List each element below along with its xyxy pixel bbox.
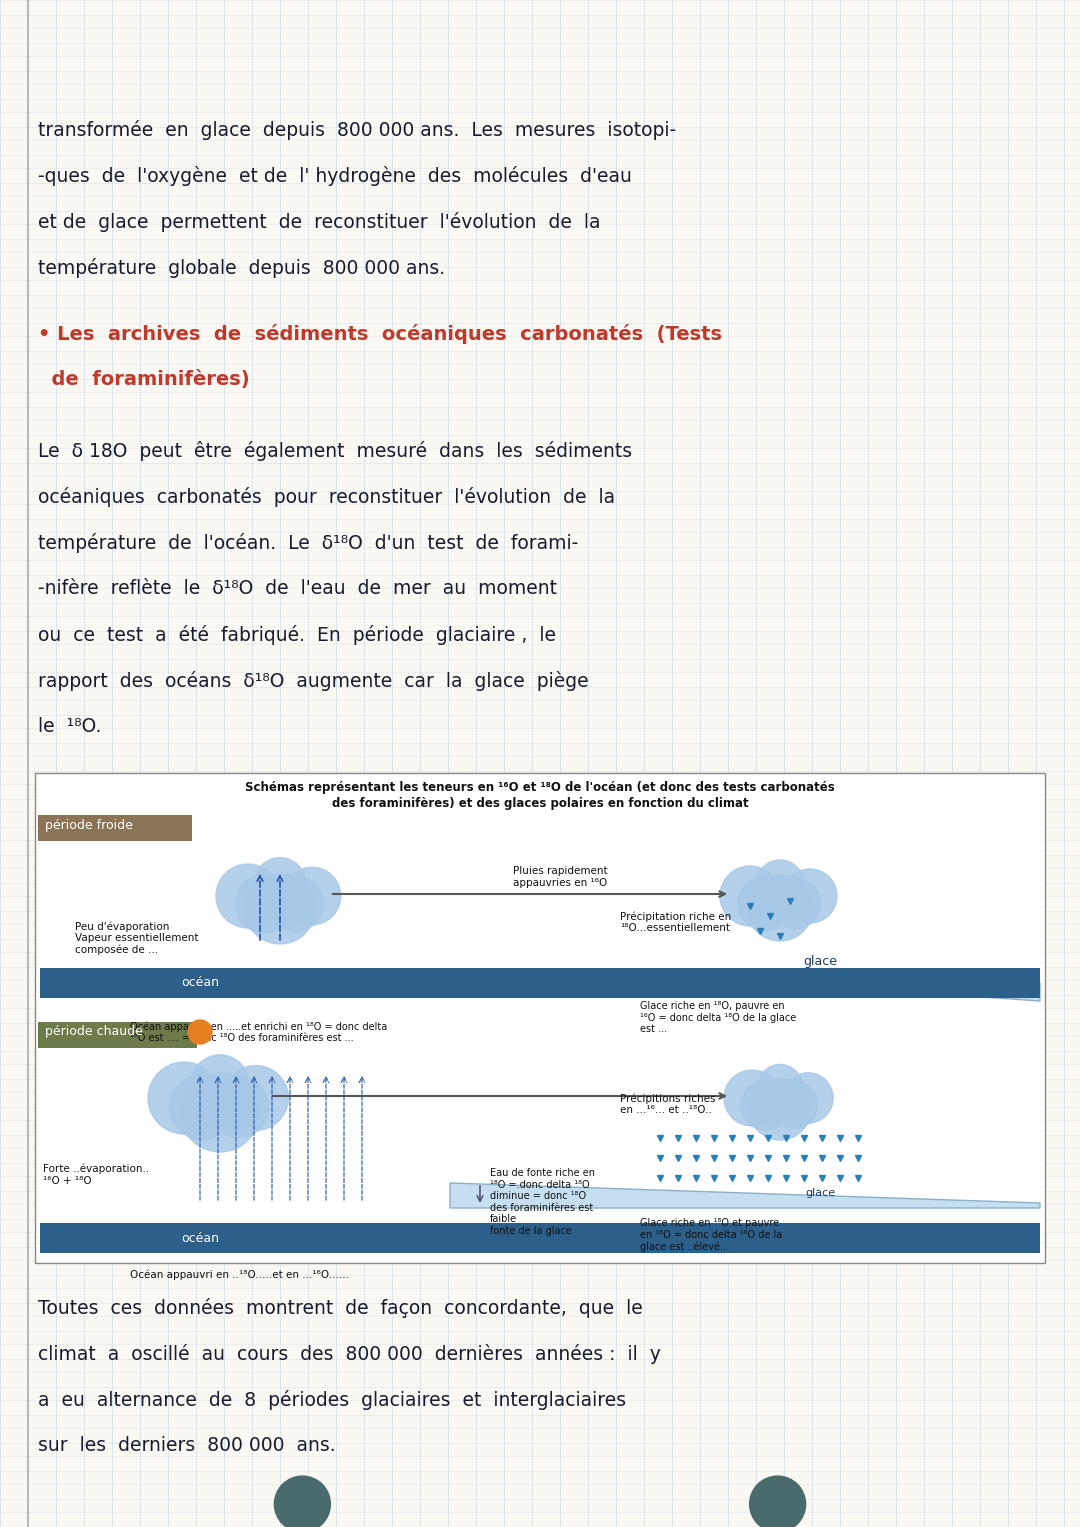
Text: période froide: période froide <box>45 818 133 832</box>
Text: rapport  des  océans  δ¹⁸O  augmente  car  la  glace  piège: rapport des océans δ¹⁸O augmente car la … <box>38 670 589 692</box>
Circle shape <box>757 1064 802 1109</box>
Circle shape <box>245 873 315 944</box>
Circle shape <box>738 876 792 930</box>
Polygon shape <box>450 1183 1040 1208</box>
Text: Océan appauvri en .....et enrichi en ¹⁸O = donc delta
¹⁸O est .... = donc ¹⁸O de: Océan appauvri en .....et enrichi en ¹⁸O… <box>130 1022 388 1043</box>
Text: océaniques  carbonatés  pour  reconstituer  l'évolution  de  la: océaniques carbonatés pour reconstituer … <box>38 487 616 507</box>
Circle shape <box>769 878 821 928</box>
Text: température  de  l'océan.  Le  δ¹⁸O  d'un  test  de  forami-: température de l'océan. Le δ¹⁸O d'un tes… <box>38 533 578 553</box>
Text: Précipitions riches
en ...¹⁶... et ..¹⁸O..: Précipitions riches en ...¹⁶... et ..¹⁸O… <box>620 1093 715 1115</box>
Text: océan: océan <box>181 976 219 989</box>
Polygon shape <box>600 971 1040 1002</box>
FancyBboxPatch shape <box>40 1223 1040 1254</box>
Circle shape <box>274 1477 330 1527</box>
Text: glace: glace <box>804 954 837 968</box>
Text: Le  δ 18O  peut  être  également  mesuré  dans  les  sédiments: Le δ 18O peut être également mesuré dans… <box>38 441 632 461</box>
Circle shape <box>235 875 293 933</box>
Text: Pluies rapidement
appauvries en ¹⁶O: Pluies rapidement appauvries en ¹⁶O <box>513 866 607 887</box>
Circle shape <box>783 869 837 922</box>
Circle shape <box>191 1055 248 1112</box>
FancyBboxPatch shape <box>38 815 192 841</box>
Text: ou  ce  test  a  été  fabriqué.  En  période  glaciaire ,  le: ou ce test a été fabriqué. En période gl… <box>38 625 556 644</box>
FancyBboxPatch shape <box>38 1022 197 1048</box>
Circle shape <box>750 1477 806 1527</box>
Text: Schémas représentant les teneurs en ¹⁶O et ¹⁸O de l'océan (et donc des tests car: Schémas représentant les teneurs en ¹⁶O … <box>245 780 835 794</box>
Circle shape <box>747 875 813 941</box>
Text: climat  a  oscillé  au  cours  des  800 000  dernières  années :  il  y: climat a oscillé au cours des 800 000 de… <box>38 1344 661 1364</box>
Circle shape <box>750 1078 811 1141</box>
Text: -nifère  reflète  le  δ¹⁸O  de  l'eau  de  mer  au  moment: -nifère reflète le δ¹⁸O de l'eau de mer … <box>38 579 557 599</box>
Circle shape <box>224 1066 288 1130</box>
Circle shape <box>255 858 306 909</box>
Circle shape <box>148 1061 220 1135</box>
Circle shape <box>180 1073 259 1151</box>
Text: période chaude: période chaude <box>45 1026 143 1038</box>
FancyBboxPatch shape <box>40 968 1040 999</box>
Text: Océan appauvri en ..¹⁸O.....et en ...¹⁶O......: Océan appauvri en ..¹⁸O.....et en ...¹⁶O… <box>130 1270 349 1281</box>
Text: sur  les  derniers  800 000  ans.: sur les derniers 800 000 ans. <box>38 1435 336 1455</box>
Text: Eau de fonte riche en
¹⁸O =.donc delta ¹⁸O
diminue = donc ¹⁸O
des foraminifères : Eau de fonte riche en ¹⁸O =.donc delta ¹… <box>490 1168 595 1235</box>
Circle shape <box>783 1073 833 1124</box>
Circle shape <box>216 864 280 928</box>
Text: a  eu  alternance  de  8  périodes  glaciaires  et  interglaciaires: a eu alternance de 8 périodes glaciaires… <box>38 1390 626 1409</box>
Text: ¹⁶O + ¹⁸O: ¹⁶O + ¹⁸O <box>43 1176 92 1186</box>
Text: Forte ..évaporation..: Forte ..évaporation.. <box>43 1164 149 1174</box>
Circle shape <box>269 876 323 931</box>
Text: des foraminifères) et des glaces polaires en fonction du climat: des foraminifères) et des glaces polaire… <box>332 797 748 809</box>
Text: Peu d'évaporation
Vapeur essentiellement
composée de ...: Peu d'évaporation Vapeur essentiellement… <box>75 921 199 956</box>
Text: transformée  en  glace  depuis  800 000 ans.  Les  mesures  isotopi-: transformée en glace depuis 800 000 ans.… <box>38 121 676 140</box>
Circle shape <box>170 1075 234 1139</box>
Text: • Les  archives  de  sédiments  océaniques  carbonatés  (Tests: • Les archives de sédiments océaniques c… <box>38 324 723 344</box>
Circle shape <box>207 1077 269 1138</box>
Circle shape <box>720 866 780 925</box>
Text: océan: océan <box>181 1231 219 1245</box>
Circle shape <box>770 1081 818 1128</box>
Circle shape <box>756 860 804 909</box>
Text: le  ¹⁸O.: le ¹⁸O. <box>38 718 102 736</box>
Text: glace: glace <box>805 1188 835 1199</box>
Circle shape <box>741 1080 792 1130</box>
Text: température  globale  depuis  800 000 ans.: température globale depuis 800 000 ans. <box>38 258 445 278</box>
Text: Glace riche en ¹⁸O et pauvre
en ¹⁶O = donc delta ¹⁸O de la
glace est ..élevé..: Glace riche en ¹⁸O et pauvre en ¹⁶O = do… <box>640 1219 782 1252</box>
Text: de  foraminifères): de foraminifères) <box>38 370 249 389</box>
Text: et de  glace  permettent  de  reconstituer  l'évolution  de  la: et de glace permettent de reconstituer l… <box>38 212 600 232</box>
Text: Précipitation riche en
¹⁸O...essentiellement: Précipitation riche en ¹⁸O...essentielle… <box>620 912 731 933</box>
Circle shape <box>188 1020 212 1044</box>
Text: Toutes  ces  données  montrent  de  façon  concordante,  que  le: Toutes ces données montrent de façon con… <box>38 1298 643 1318</box>
Text: Glace riche en ¹⁸O, pauvre en
¹⁶O = donc delta ¹⁸O de la glace
est ...: Glace riche en ¹⁸O, pauvre en ¹⁶O = donc… <box>640 1002 796 1034</box>
Circle shape <box>724 1070 780 1125</box>
Text: -ques  de  l'oxygène  et de  l' hydrogène  des  molécules  d'eau: -ques de l'oxygène et de l' hydrogène de… <box>38 166 632 186</box>
Circle shape <box>283 867 341 925</box>
FancyBboxPatch shape <box>35 773 1045 1263</box>
